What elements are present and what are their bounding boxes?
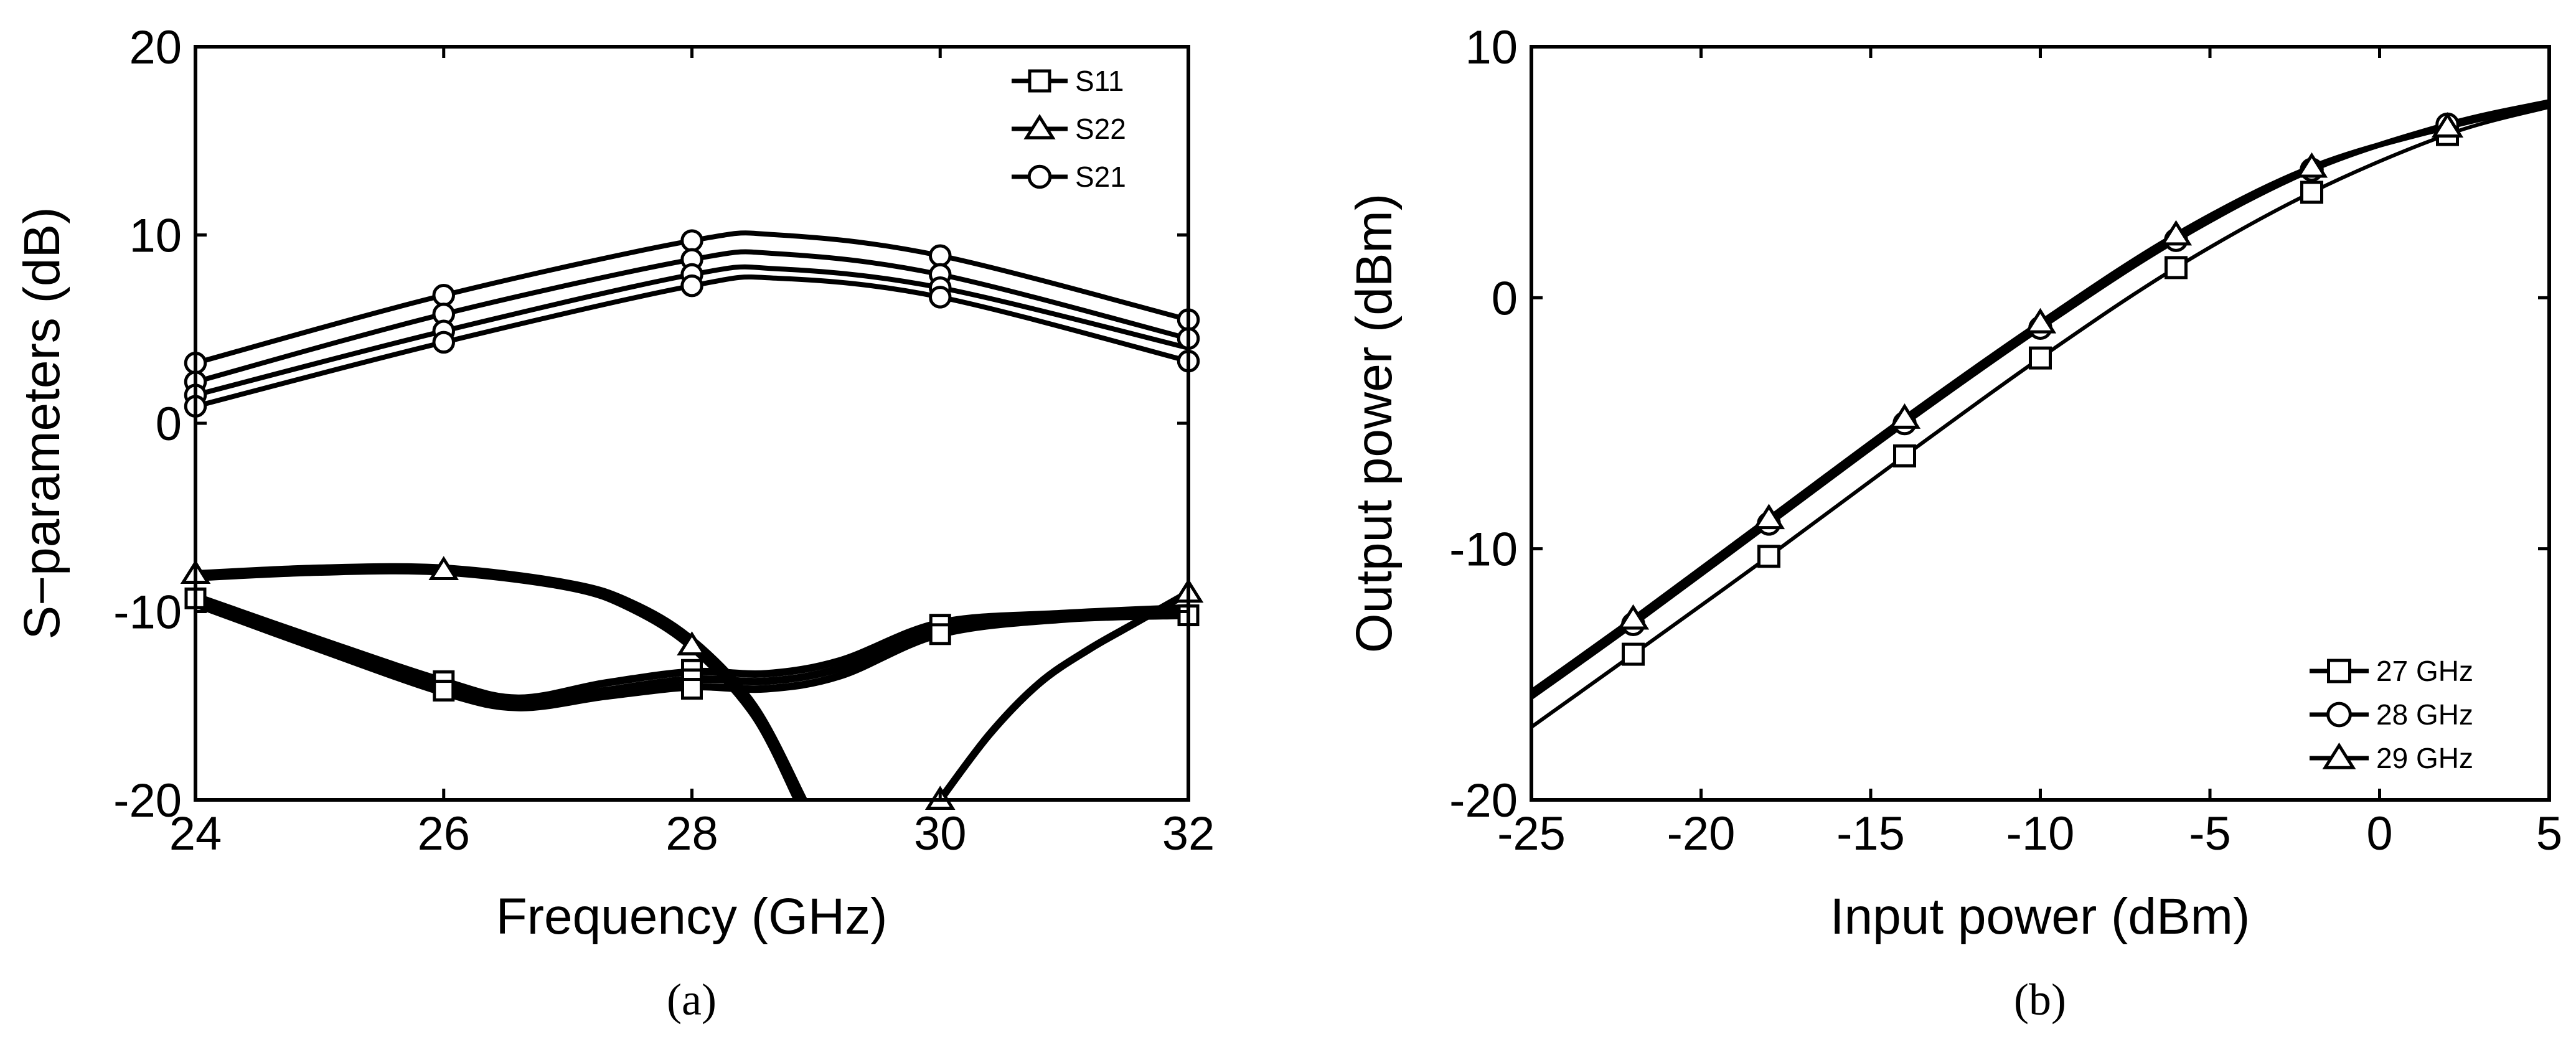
series-line-s22-9 [936,589,1188,800]
series-line-s22-8 [195,566,801,800]
panel-b-plot-frame [1530,45,2551,802]
marker-s11-26 [929,623,951,645]
series-line-28-ghz-1 [1531,99,2549,700]
y-tick-label: -10 [1449,523,1518,576]
panel-a-data-marks [180,229,1204,810]
legend-entry-s22: S22 [1012,113,1126,145]
y-tick-label: 10 [129,210,182,263]
legend-entry-s21: S21 [1012,161,1126,193]
x-tick-label: 0 [2366,807,2392,860]
marker-29-ghz-17 [2024,307,2057,334]
legend-triangle-icon [2322,742,2356,769]
y-tick-label: -10 [113,586,182,639]
marker-27-ghz-5 [2300,181,2323,204]
legend-circle-icon [1027,164,1052,189]
legend-label: 27 GHz [2376,655,2473,687]
legend-entry-27-ghz: 27 GHz [2310,655,2473,687]
panel-a-x-axis-label: Frequency (GHz) [496,888,888,945]
marker-29-ghz-14 [1617,604,1650,630]
x-tick-label: -20 [1667,807,1736,860]
legend-triangle-icon [1023,114,1056,139]
marker-27-ghz-1 [1757,545,1780,568]
series-line-29-ghz-2 [1531,101,2549,695]
panel-b-x-axis-label: Input power (dBm) [1830,888,2250,945]
panel-a-plot-frame [194,45,1190,802]
y-tick-label: 0 [1492,272,1518,325]
x-tick-label: 32 [1162,807,1215,860]
x-tick-label: -10 [2006,807,2075,860]
marker-27-ghz-4 [2165,256,2188,279]
marker-s21-8 [680,229,703,252]
marker-29-ghz-20 [2431,112,2464,138]
marker-s21-11 [680,274,703,298]
panel-a-s-parameters: 24 26 28 30 32 -20 -10 0 10 20 Frequency (GHz) S−… [14,21,1215,1025]
panel-a-caption: (a) [667,975,717,1025]
marker-29-ghz-19 [2295,152,2328,178]
marker-s21-15 [929,286,952,309]
x-tick-label: 5 [2536,807,2562,860]
legend-label: S22 [1075,113,1126,145]
series-line-s21-3 [195,274,1188,409]
marker-29-ghz-18 [2160,220,2193,246]
marker-27-ghz-3 [2029,346,2052,370]
panel-b-legend: 27 GHz 28 GHz 29 GHz [2310,655,2473,774]
y-tick-label: -20 [1449,774,1518,827]
marker-29-ghz-15 [1752,504,1785,530]
marker-s21-7 [432,331,455,354]
marker-27-ghz-0 [1622,642,1645,666]
series-line-s21-0 [195,230,1188,366]
y-tick-label: 10 [1465,21,1518,74]
legend-entry-29-ghz: 29 GHz [2310,742,2473,774]
panel-b-caption: (b) [2014,975,2066,1025]
x-tick-label: -5 [2189,807,2231,860]
marker-29-ghz-16 [1888,403,1921,429]
series-line-s22-7 [195,563,807,800]
legend-label: 28 GHz [2376,698,2473,731]
legend-entry-s11: S11 [1012,65,1124,97]
legend-label: 29 GHz [2376,742,2473,774]
marker-s11-21 [433,680,455,702]
legend-circle-icon [2326,702,2352,728]
panel-b-data-marks [1531,99,2549,729]
x-tick-label: 24 [169,807,222,860]
marker-s11-24 [681,678,703,700]
legend-label: S21 [1075,161,1126,193]
x-tick-label: 26 [417,807,470,860]
marker-s22-29 [428,556,459,580]
y-tick-label: 20 [129,21,182,74]
x-tick-label: -25 [1497,807,1566,860]
marker-s22-30 [677,631,707,655]
legend-entry-28-ghz: 28 GHz [2310,698,2473,731]
panel-a-series-group [195,230,1188,800]
y-tick-label: 0 [156,398,182,451]
series-line-27-ghz-0 [1531,105,2549,729]
series-line-s21-1 [195,249,1188,385]
marker-s21-12 [929,244,952,268]
legend-square-icon [2327,659,2351,683]
y-tick-label: -20 [113,774,182,827]
marker-27-ghz-2 [1893,444,1916,467]
legend-label: S11 [1075,65,1124,97]
panel-a-axis-ticks: 24 26 28 30 32 -20 -10 0 10 20 [113,21,1215,860]
panel-b-series-group [1531,99,2549,729]
marker-s21-4 [432,284,455,307]
panel-b-y-axis-label: Output power (dBm) [1346,194,1403,653]
x-tick-label: 30 [914,807,967,860]
x-tick-label: -15 [1836,807,1905,860]
series-line-s21-2 [195,264,1188,398]
panel-a-legend: S11 S22 S21 [1012,65,1126,193]
panel-a-y-axis-label: S−parameters (dB) [14,207,70,640]
x-tick-label: 28 [665,807,718,860]
legend-square-icon [1028,69,1051,93]
